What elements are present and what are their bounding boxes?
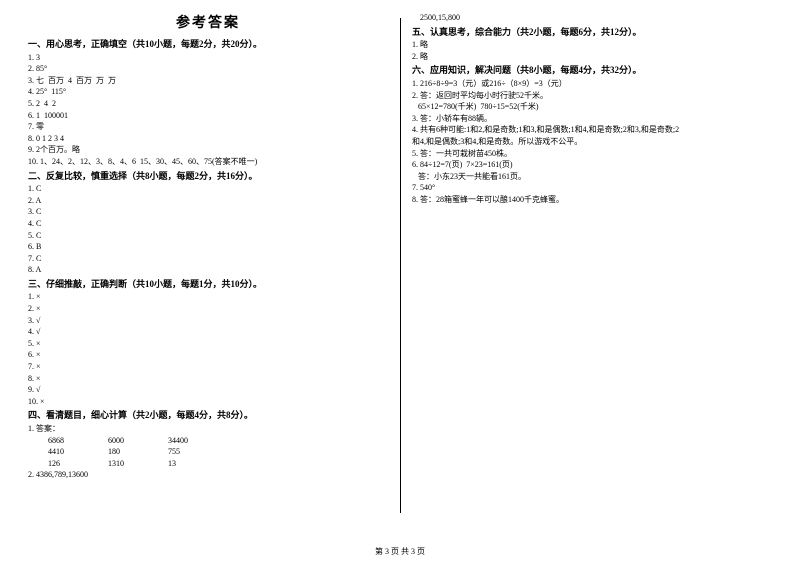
section-4-heading: 四、看清题目，细心计算（共2小题，每题4分，共8分）。 xyxy=(28,409,388,422)
sec3-item: 9. √ xyxy=(28,384,388,396)
sec6-item: 3. 答：小轿车有88辆。 xyxy=(412,113,772,125)
sec6-item: 6. 84÷12=7(页) 7×23=161(页) xyxy=(412,159,772,171)
sec1-item: 1. 3 xyxy=(28,52,388,64)
cell: 126 xyxy=(48,458,108,470)
sec2-item: 1. C xyxy=(28,183,388,195)
sec2-item: 5. C xyxy=(28,230,388,242)
sec5-item: 2. 略 xyxy=(412,51,772,63)
sec1-item: 9. 2个百万。略 xyxy=(28,144,388,156)
sec4-row: 4410180755 xyxy=(28,446,388,458)
sec2-item: 8. A xyxy=(28,264,388,276)
cell: 1310 xyxy=(108,458,168,470)
sec6-item: 和4,和是偶数;3和4,和是奇数。所以游戏不公平。 xyxy=(412,136,772,148)
sec1-item: 7. 零 xyxy=(28,121,388,133)
sec2-item: 3. C xyxy=(28,206,388,218)
sec4-lead: 1. 答案： xyxy=(28,423,388,435)
cell: 34400 xyxy=(168,435,228,447)
sec2-item: 7. C xyxy=(28,253,388,265)
sec2-item: 6. B xyxy=(28,241,388,253)
sec4-item: 2. 4386,789,13600 xyxy=(28,469,388,481)
sec6-item: 7. 540° xyxy=(412,182,772,194)
sec1-item: 6. 1 100001 xyxy=(28,110,388,122)
sec1-item: 10. 1、24、2、12、3、8、4、6 15、30、45、60、75(答案不… xyxy=(28,156,388,168)
cell: 4410 xyxy=(48,446,108,458)
sec6-item: 答：小东23天一共能看161页。 xyxy=(412,171,772,183)
page-footer: 第 3 页 共 3 页 xyxy=(0,546,800,557)
sec5-item: 1. 略 xyxy=(412,39,772,51)
sec1-item: 8. 0 1 2 3 4 xyxy=(28,133,388,145)
sec6-item: 1. 216÷8÷9=3（元）或216÷（8×9）=3（元） xyxy=(412,78,772,90)
sec3-item: 7. × xyxy=(28,361,388,373)
section-6-heading: 六、应用知识，解决问题（共8小题，每题4分，共32分）。 xyxy=(412,64,772,77)
cell: 755 xyxy=(168,446,228,458)
cell: 180 xyxy=(108,446,168,458)
right-top-line: 2500,15,800 xyxy=(412,12,772,24)
sec1-item: 2. 85° xyxy=(28,63,388,75)
sec1-item: 3. 七 百万 4 百万 万 万 xyxy=(28,75,388,87)
sec6-item: 65×12=780(千米) 780÷15=52(千米) xyxy=(412,101,772,113)
page-title: 参考答案 xyxy=(28,12,388,32)
section-3-heading: 三、仔细推敲，正确判断（共10小题，每题1分，共10分）。 xyxy=(28,278,388,291)
cell: 6000 xyxy=(108,435,168,447)
section-5-heading: 五、认真思考，综合能力（共2小题，每题6分，共12分）。 xyxy=(412,26,772,39)
sec3-item: 10. × xyxy=(28,396,388,408)
sec6-item: 5. 答：一共可栽树苗450株。 xyxy=(412,148,772,160)
left-column: 参考答案 一、用心思考，正确填空（共10小题，每题2分，共20分）。 1. 3 … xyxy=(28,12,400,530)
sec3-item: 5. × xyxy=(28,338,388,350)
sec1-item: 4. 25° 115° xyxy=(28,86,388,98)
sec6-item: 8. 答：28箱蜜蜂一年可以酿1400千克蜂蜜。 xyxy=(412,194,772,206)
sec4-row: 6868600034400 xyxy=(28,435,388,447)
sec1-item: 5. 2 4 2 xyxy=(28,98,388,110)
sec6-item: 2. 答：返回时平均每小时行驶52千米。 xyxy=(412,90,772,102)
sec6-item: 4. 共有6种可能:1和2,和是奇数;1和3,和是偶数;1和4,和是奇数;2和3… xyxy=(412,124,772,136)
cell: 6868 xyxy=(48,435,108,447)
cell: 13 xyxy=(168,458,228,470)
sec3-item: 1. × xyxy=(28,291,388,303)
right-column: 2500,15,800 五、认真思考，综合能力（共2小题，每题6分，共12分）。… xyxy=(400,12,772,530)
section-2-heading: 二、反复比较，慎重选择（共8小题，每题2分，共16分）。 xyxy=(28,170,388,183)
sec2-item: 4. C xyxy=(28,218,388,230)
sec4-row: 126131013 xyxy=(28,458,388,470)
sec3-item: 6. × xyxy=(28,349,388,361)
sec3-item: 4. √ xyxy=(28,326,388,338)
sec2-item: 2. A xyxy=(28,195,388,207)
section-1-heading: 一、用心思考，正确填空（共10小题，每题2分，共20分）。 xyxy=(28,38,388,51)
sec3-item: 3. √ xyxy=(28,315,388,327)
sec3-item: 8. × xyxy=(28,373,388,385)
sec3-item: 2. × xyxy=(28,303,388,315)
